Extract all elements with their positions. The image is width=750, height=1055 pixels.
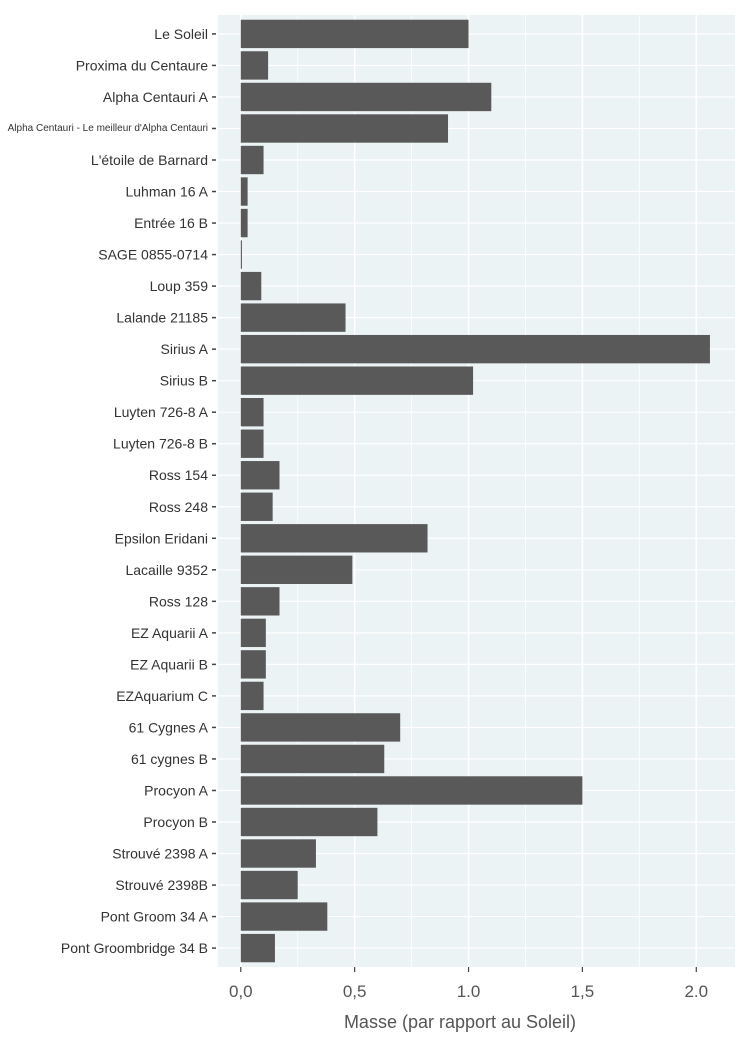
bar [240,681,264,711]
x-tick-label: 2.0 [684,982,708,1001]
category-label: Lalande 21185 [116,310,208,326]
category-label: Luhman 16 A [125,184,208,200]
bar [240,713,401,742]
bar [240,807,378,837]
bar [240,19,469,49]
category-label: SAGE 0855-0714 [98,247,208,263]
category-label: Alpha Centauri - Le meilleur d'Alpha Cen… [8,123,208,134]
bar [240,839,316,868]
bar [240,744,385,774]
category-label: Pont Groom 34 A [101,909,209,925]
bar [240,461,280,490]
bar [240,398,264,427]
bar [240,271,262,301]
x-axis-ticks: 0,0 0,5 1.0 1,5 2.0 [229,967,708,1001]
category-label: Ross 248 [149,499,208,515]
category-label: Entrée 16 B [134,215,208,231]
x-axis-title: Masse (par rapport au Soleil) [344,1012,576,1032]
category-label: Procyon B [143,814,208,830]
category-label: Le Soleil [154,26,208,42]
bar [240,114,449,143]
category-label: Procyon A [144,782,208,798]
bar [240,240,242,269]
category-label: Lacaille 9352 [125,562,208,578]
bar [240,933,275,963]
bar [240,555,353,584]
bar [240,587,280,616]
x-tick-label: 0,5 [343,982,367,1001]
bar [240,177,248,206]
bar [240,776,583,805]
category-label: Epsilon Eridani [115,530,208,546]
category-label: EZAquarium C [116,688,208,704]
bar [240,303,346,332]
category-label: Ross 154 [149,467,208,483]
x-tick-label: 1,5 [571,982,595,1001]
category-label: Luyten 726-8 A [114,404,209,420]
bar [240,429,264,458]
bar [240,650,266,679]
bar [240,145,264,175]
bar [240,870,298,900]
bar [240,334,710,364]
category-label: Luyten 726-8 B [113,436,208,452]
category-label: Sirius B [160,373,208,389]
category-label: Strouvé 2398 A [112,846,208,862]
bar [240,366,474,395]
category-label: Loup 359 [150,278,209,294]
category-label: 61 Cygnes A [129,719,209,735]
bar [240,82,492,112]
x-tick-label: 1.0 [457,982,481,1001]
bar [240,524,428,553]
category-label: Sirius A [161,341,209,357]
category-label: Proxima du Centaure [76,57,209,73]
category-label: 61 cygnes B [131,751,208,767]
category-label: EZ Aquarii A [131,625,209,641]
category-label: Strouvé 2398B [115,877,208,893]
x-tick-label: 0,0 [229,982,253,1001]
bar [240,51,269,80]
category-label: L'étoile de Barnard [91,152,208,168]
bar [240,618,266,648]
bar [240,902,328,931]
category-label: Alpha Centauri A [103,89,209,105]
category-label: Pont Groombridge 34 B [61,940,208,956]
bars [240,19,710,963]
category-labels: Le Soleil Proxima du Centaure Alpha Centau… [8,26,216,956]
category-label: Ross 128 [149,593,208,609]
category-label: EZ Aquarii B [130,656,208,672]
bar [240,492,273,521]
bar [240,208,248,238]
